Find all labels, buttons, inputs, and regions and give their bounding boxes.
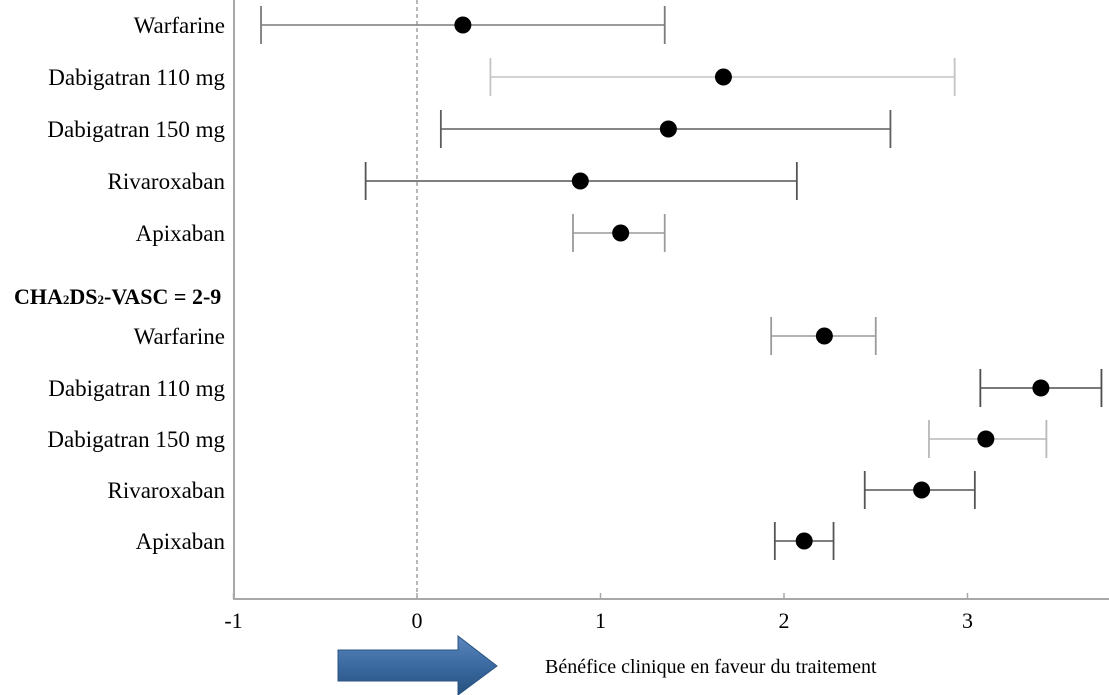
group-label: CHA2DS2-VASC = 2-9 [14, 284, 221, 309]
x-tick-label: 3 [962, 608, 973, 633]
row-label: Dabigatran 110 mg [48, 376, 225, 401]
point-estimate [454, 16, 472, 34]
forest-row: Rivaroxaban [107, 162, 798, 200]
forest-row: Warfarine [134, 317, 877, 355]
row-label: Dabigatran 150 mg [47, 427, 225, 452]
row-label: Warfarine [134, 324, 225, 349]
row-label: Dabigatran 110 mg [48, 65, 225, 90]
x-tick-label: 2 [779, 608, 790, 633]
forest-row: Dabigatran 150 mg [47, 110, 892, 148]
point-estimate [714, 68, 732, 86]
row-label: Rivaroxaban [107, 478, 225, 503]
x-tick-label: 0 [412, 608, 423, 633]
point-estimate [571, 172, 589, 190]
point-estimate [977, 430, 995, 448]
x-tick-label: -1 [224, 608, 242, 633]
row-label: Dabigatran 150 mg [47, 117, 225, 142]
point-estimate [612, 224, 630, 242]
forest-row: Rivaroxaban [107, 471, 976, 509]
point-estimate [815, 327, 833, 345]
footer-label: Bénéfice clinique en faveur du traitemen… [545, 656, 877, 678]
x-tick-label: 1 [595, 608, 606, 633]
row-label: Warfarine [134, 13, 225, 38]
row-label: Apixaban [136, 529, 226, 554]
forest-row: Apixaban [136, 214, 666, 252]
point-estimate [913, 481, 931, 499]
right-arrow-icon [337, 634, 498, 695]
point-estimate [795, 532, 813, 550]
row-label: Apixaban [136, 221, 226, 246]
forest-row: Warfarine [134, 6, 666, 44]
forest-row: Dabigatran 110 mg [48, 58, 956, 96]
forest-row: Dabigatran 150 mg [47, 420, 1048, 458]
point-estimate [1032, 379, 1050, 397]
row-label: Rivaroxaban [107, 169, 225, 194]
point-estimate [659, 120, 677, 138]
forest-row: Apixaban [136, 522, 835, 560]
forest-row: Dabigatran 110 mg [48, 369, 1103, 407]
